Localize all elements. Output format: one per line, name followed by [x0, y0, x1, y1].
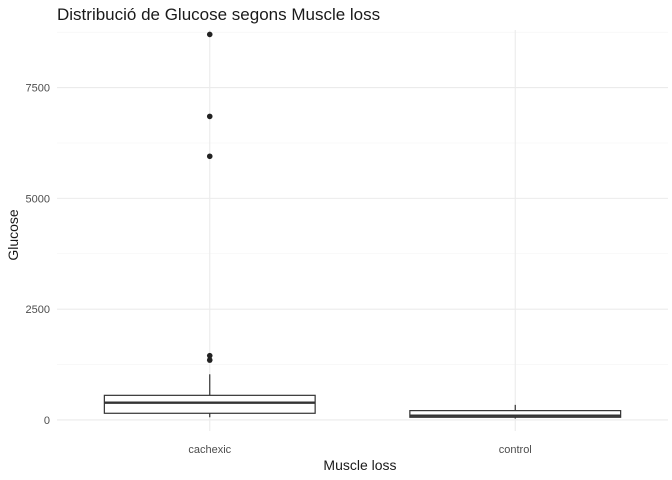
x-tick-label: control	[499, 444, 532, 456]
iqr-box	[409, 410, 622, 418]
outlier-point	[206, 357, 213, 363]
iqr-box	[103, 394, 316, 414]
y-tick-label: 0	[44, 415, 50, 427]
y-axis-ticks: 0 2500 5000 7500	[26, 83, 50, 427]
box-cachexic	[103, 31, 316, 418]
chart-title: Distribució de Glucose segons Muscle los…	[57, 5, 380, 24]
x-axis-title: Muscle loss	[323, 457, 396, 473]
y-tick-label: 7500	[26, 83, 50, 95]
outlier-point	[206, 153, 213, 160]
outlier-point	[206, 31, 213, 38]
y-axis-title: Glucose	[5, 209, 21, 261]
grid	[57, 30, 668, 431]
y-tick-label: 5000	[26, 193, 50, 205]
outlier-point	[206, 113, 213, 120]
boxes	[103, 31, 622, 419]
x-axis-ticks: cachexic control	[188, 444, 531, 456]
box-control	[409, 404, 622, 419]
x-tick-label: cachexic	[188, 444, 231, 456]
outlier-point	[206, 352, 213, 359]
y-tick-label: 2500	[26, 304, 50, 316]
